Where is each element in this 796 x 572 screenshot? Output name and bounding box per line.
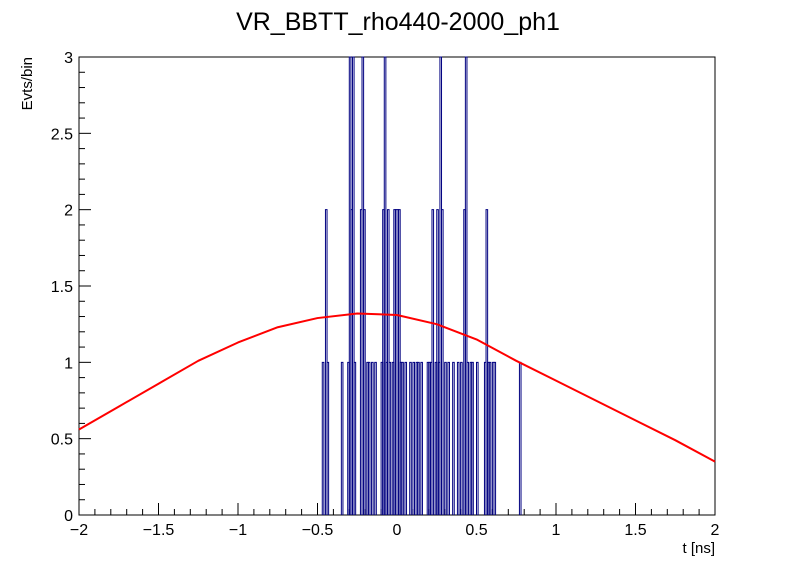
- histogram-bin: [412, 361, 415, 515]
- x-tick-label: 1: [552, 522, 561, 539]
- histogram-bin: [452, 361, 455, 515]
- fit-curve-line: [78, 312, 716, 463]
- x-axis-tick-labels: −2 −1.5 −1 −0.5 0 0.5 1 1.5 2: [70, 522, 720, 539]
- histogram-bin: [476, 361, 479, 515]
- x-tick-label: −1.5: [143, 522, 175, 539]
- histogram-series: [321, 56, 522, 515]
- histogram-bin: [488, 361, 492, 515]
- histogram-bin: [326, 361, 330, 515]
- histogram-bin: [321, 361, 325, 515]
- histogram-bin: [447, 361, 450, 515]
- histogram-bin: [493, 361, 497, 515]
- histogram-bin: [471, 361, 474, 515]
- fit-curve-series: [78, 312, 716, 463]
- y-tick-label: 0: [64, 508, 73, 525]
- x-axis-title: t [ns]: [682, 540, 715, 557]
- x-tick-label: 0: [393, 522, 402, 539]
- histogram-bin: [388, 361, 392, 515]
- histogram-bin: [374, 361, 377, 515]
- y-axis-tick-labels: 0 0.5 1 1.5 2 2.5 3: [51, 50, 73, 525]
- histogram-bin: [404, 361, 408, 515]
- chart-title: VR_BBTT_rho440-2000_ph1: [236, 8, 560, 36]
- histogram-bin: [351, 56, 355, 515]
- histogram-bin: [441, 209, 444, 515]
- histogram-bin: [363, 209, 366, 515]
- y-axis-title: Evts/bin: [19, 57, 36, 110]
- x-tick-label: 1.5: [624, 522, 646, 539]
- histogram-bin: [367, 361, 371, 515]
- histogram-bin: [417, 361, 420, 515]
- x-tick-label: 2: [711, 522, 720, 539]
- histogram-bin: [353, 361, 357, 515]
- x-tick-label: −2: [70, 522, 88, 539]
- histogram-bin: [444, 361, 447, 515]
- x-tick-label: 0.5: [465, 522, 487, 539]
- x-tick-label: −1: [229, 522, 247, 539]
- histogram-bin: [420, 361, 423, 515]
- histogram-bin: [460, 361, 463, 515]
- y-tick-label: 0.5: [51, 432, 73, 449]
- histogram-bin: [466, 361, 470, 515]
- y-tick-label: 2: [64, 203, 73, 220]
- histogram-bin: [340, 361, 344, 515]
- histogram-bin: [431, 209, 435, 515]
- histogram-bin: [371, 361, 374, 515]
- y-tick-label: 3: [64, 50, 73, 67]
- histogram-bin: [383, 56, 387, 515]
- histogram-bin: [456, 361, 460, 515]
- y-tick-label: 1.5: [51, 279, 73, 296]
- histogram-bin: [401, 361, 404, 515]
- y-tick-label: 2.5: [51, 126, 73, 143]
- histogram-bin: [409, 361, 412, 515]
- x-tick-label: −0.5: [302, 522, 334, 539]
- histogram-bin: [464, 56, 468, 515]
- y-tick-label: 1: [64, 355, 73, 372]
- histogram-bin: [518, 361, 522, 515]
